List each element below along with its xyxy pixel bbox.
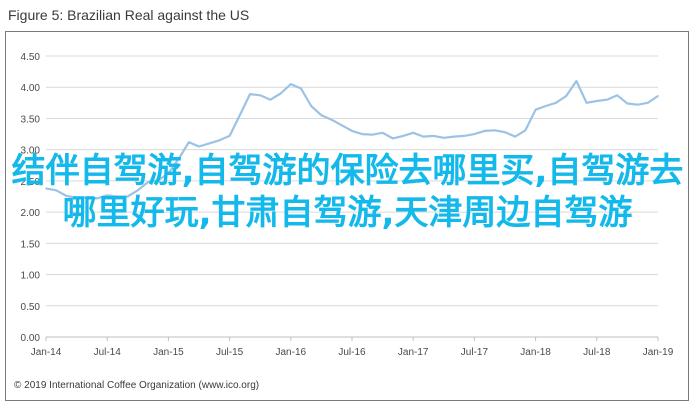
x-tick-label: Jul-16: [338, 347, 366, 358]
data-point: [137, 189, 139, 192]
data-point: [116, 195, 119, 198]
y-tick-label: 2.50: [21, 177, 41, 188]
data-point: [351, 130, 353, 132]
data-point: [65, 195, 68, 197]
x-tick-label: Jan-19: [643, 347, 674, 358]
data-point: [483, 130, 486, 132]
data-point: [616, 94, 618, 97]
y-tick-label: 4.50: [21, 52, 41, 63]
data-point: [228, 135, 231, 137]
figure-title: Figure 5: Brazilian Real against the US: [8, 7, 250, 23]
data-point: [239, 114, 241, 117]
data-point: [371, 133, 374, 136]
x-tick-label: Jan-14: [31, 347, 62, 358]
data-point: [75, 196, 78, 199]
data-point: [269, 98, 272, 101]
data-point: [147, 181, 149, 183]
x-tick-label: Jan-15: [153, 347, 184, 358]
data-point: [463, 135, 466, 137]
data-point: [55, 189, 57, 192]
data-point: [167, 172, 170, 175]
y-tick-label: 3.50: [21, 114, 41, 125]
overlay-text: 结伴自驾游,自驾游的保险去哪里买,自驾游去哪里好玩,甘肃自驾游,天津周边自驾游: [11, 151, 684, 233]
data-point: [575, 80, 578, 82]
y-tick-label: 0.00: [21, 333, 41, 344]
data-point: [565, 95, 567, 97]
data-point: [504, 131, 506, 133]
data-point: [279, 92, 282, 95]
y-tick-label: 1.00: [21, 271, 41, 282]
data-point: [473, 133, 476, 135]
data-point: [341, 124, 343, 127]
data-point: [208, 142, 210, 145]
data-point: [422, 135, 425, 138]
data-point: [453, 135, 455, 138]
copyright-notice: © 2019 International Coffee Organization…: [14, 380, 260, 391]
data-point: [86, 196, 88, 199]
data-point: [290, 83, 292, 85]
data-point: [249, 93, 251, 95]
chart-frame: [5, 31, 689, 401]
x-tick-label: Jul-15: [216, 347, 244, 358]
x-tick-label: Jul-14: [94, 347, 122, 358]
y-tick-label: 0.50: [21, 302, 41, 313]
data-point: [96, 197, 98, 200]
data-point: [218, 139, 221, 142]
data-point: [392, 137, 394, 140]
data-point: [45, 187, 47, 190]
data-point: [177, 158, 180, 160]
data-point: [300, 87, 302, 90]
data-point: [534, 108, 537, 111]
data-point: [188, 141, 190, 143]
data-point: [647, 102, 649, 104]
x-tick-label: Jul-17: [461, 347, 489, 358]
data-point: [443, 137, 445, 139]
x-tick-label: Jul-18: [583, 347, 611, 358]
y-tick-label: 3.00: [21, 146, 41, 157]
data-point: [657, 95, 659, 97]
data-point: [585, 102, 588, 104]
data-point: [432, 135, 435, 137]
data-point: [157, 179, 159, 182]
y-tick-label: 1.50: [21, 239, 41, 250]
data-point: [606, 98, 608, 101]
data-point: [198, 145, 200, 148]
data-point: [402, 135, 404, 137]
y-tick-label: 4.00: [21, 83, 41, 94]
data-point: [320, 114, 323, 117]
data-point: [381, 132, 384, 134]
x-tick-label: Jan-17: [398, 347, 429, 358]
data-point: [514, 135, 516, 138]
data-point: [524, 129, 527, 132]
y-tick-label: 2.00: [21, 208, 41, 219]
data-point: [330, 118, 333, 121]
data-point: [636, 103, 639, 106]
x-tick-label: Jan-16: [276, 347, 307, 358]
data-point: [555, 102, 557, 104]
x-tick-label: Jan-18: [520, 347, 551, 358]
data-point: [545, 105, 547, 107]
data-point: [596, 100, 598, 102]
data-point: [494, 129, 496, 132]
data-point: [626, 102, 629, 105]
data-point: [106, 194, 108, 197]
data-point: [412, 132, 415, 134]
data-point: [361, 133, 364, 135]
data-point: [126, 195, 129, 198]
data-point: [310, 105, 313, 107]
data-point: [259, 94, 262, 97]
